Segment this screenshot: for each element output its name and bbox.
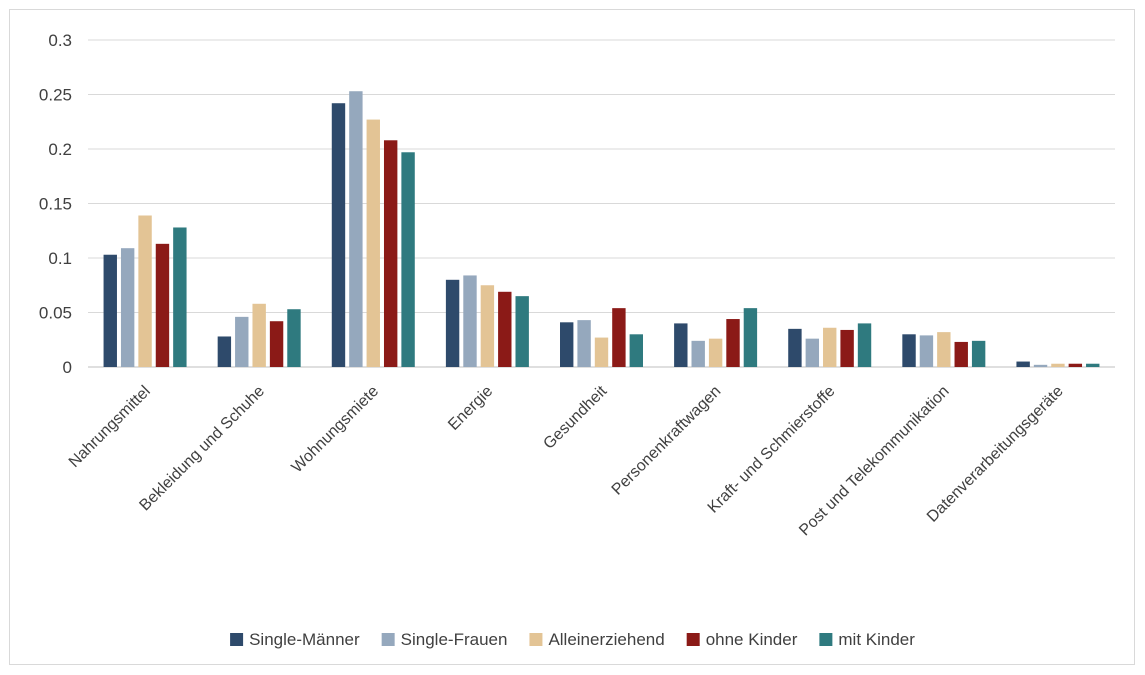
y-tick-label: 0.15 [39, 195, 72, 214]
bar [954, 341, 968, 367]
legend-swatch [529, 633, 543, 646]
bar [691, 340, 705, 367]
bar [515, 296, 529, 367]
bar [629, 334, 643, 367]
bar [138, 215, 152, 367]
bar [1033, 364, 1048, 367]
bar [857, 323, 872, 367]
bar [577, 320, 591, 367]
legend-swatch [381, 633, 395, 646]
x-tick-label: Energie [445, 383, 496, 434]
y-tick-label: 0.05 [39, 304, 72, 323]
x-tick-label: Kraft- und Schmierstoffe [705, 383, 839, 517]
y-tick-label: 0.3 [48, 31, 72, 50]
bar [120, 248, 135, 367]
bar [937, 332, 951, 367]
bar [823, 327, 837, 367]
bar [1051, 363, 1065, 367]
legend-label: mit Kinder [838, 630, 915, 649]
bar [1086, 363, 1100, 367]
bar [287, 309, 301, 367]
bar [366, 119, 380, 367]
legend-swatch [819, 633, 833, 646]
x-tick-label: Gesundheit [540, 382, 610, 452]
legend-label: Single-Frauen [401, 630, 508, 649]
legend-item: mit Kinder [819, 630, 915, 649]
bar [902, 334, 916, 367]
bar [331, 103, 346, 367]
legend-label: ohne Kinder [706, 630, 798, 649]
legend-item: Alleinerziehend [529, 630, 665, 649]
bar [560, 322, 574, 367]
bar [726, 319, 740, 367]
legend-label: Alleinerziehend [548, 630, 664, 649]
bar [155, 243, 170, 367]
bar [840, 329, 854, 367]
bars [103, 91, 1100, 367]
x-tick-label: Nahrungsmittel [66, 383, 154, 471]
bar [401, 152, 415, 367]
bar [743, 308, 758, 367]
y-tick-label: 0.25 [39, 86, 72, 105]
bar [674, 323, 688, 367]
bar [708, 338, 723, 367]
bar [612, 308, 626, 367]
legend-label: Single-Männer [249, 630, 360, 649]
bar [103, 254, 117, 367]
bar [235, 316, 249, 367]
bar [252, 303, 266, 367]
bar [805, 338, 820, 367]
bar [919, 335, 934, 367]
legend-item: Single-Frauen [381, 630, 508, 649]
legend: Single-Männer Single-Frauen Alleinerziehen… [230, 630, 915, 649]
legend-swatch [230, 633, 244, 646]
y-tick-label: 0 [63, 358, 72, 377]
bar [594, 337, 609, 367]
bar [788, 328, 802, 367]
bar [173, 227, 187, 367]
bar [498, 291, 512, 367]
bar [971, 340, 986, 367]
y-tick-label: 0.1 [48, 249, 72, 268]
bar [269, 321, 284, 367]
x-tick-label: Wohnungsmiete [289, 383, 383, 477]
bar [480, 285, 495, 367]
legend-swatch [686, 633, 700, 646]
bar [217, 336, 232, 367]
x-tick-label: Datenverarbeitungsgeräte [924, 383, 1067, 526]
y-axis-tick-labels: 0 0.05 0.1 0.15 0.2 0.25 0.3 [39, 31, 72, 377]
x-tick-label: Personenkraftwagen [609, 383, 725, 499]
y-tick-label: 0.2 [48, 140, 72, 159]
legend-item: ohne Kinder [686, 630, 798, 649]
legend-item: Single-Männer [230, 630, 360, 649]
x-tick-label: Bekleidung und Schuhe [136, 383, 268, 515]
bar [1016, 361, 1030, 367]
bar [383, 140, 398, 367]
bar [463, 275, 477, 367]
bar [1068, 363, 1083, 367]
bar [445, 279, 460, 367]
bar [349, 91, 363, 367]
